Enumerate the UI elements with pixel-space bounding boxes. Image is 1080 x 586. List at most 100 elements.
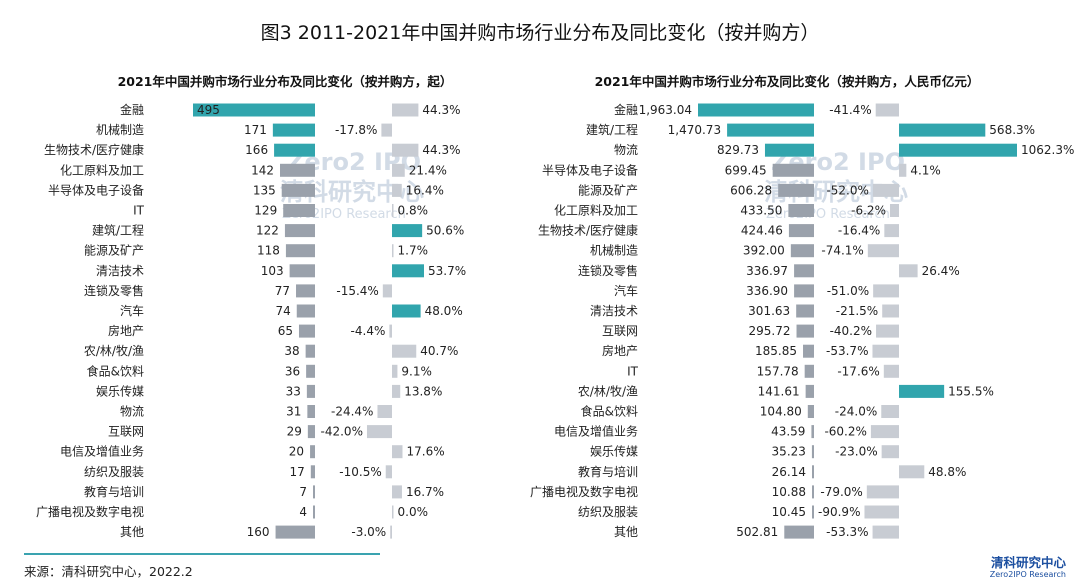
category-label: 机械制造	[96, 122, 144, 137]
category-label: 电信及增值业务	[554, 424, 638, 439]
count-label: 336.97	[746, 264, 788, 278]
growth-bar	[392, 344, 417, 358]
count-bar	[788, 224, 814, 238]
count-label: 122	[256, 224, 279, 238]
growth-bar	[392, 103, 419, 117]
count-label: 77	[275, 284, 290, 298]
count-label: 31	[286, 405, 301, 419]
growth-bar	[881, 445, 899, 459]
category-label: 广播电视及数字电视	[36, 504, 144, 519]
category-label: 物流	[120, 405, 144, 419]
growth-bar	[899, 264, 918, 278]
growth-bar	[392, 204, 394, 217]
growth-label: 13.8%	[404, 384, 442, 398]
count-bar	[284, 224, 315, 238]
count-bar	[788, 204, 814, 217]
growth-bar	[381, 123, 392, 137]
growth-bar	[392, 485, 402, 499]
growth-label: 26.4%	[922, 264, 960, 278]
category-label: 物流	[614, 143, 638, 157]
growth-bar	[392, 224, 423, 238]
growth-label: -17.6%	[837, 364, 879, 378]
growth-label: -4.4%	[351, 324, 386, 338]
category-label: 连锁及零售	[578, 263, 638, 278]
category-label: IT	[627, 364, 639, 378]
growth-bar	[872, 183, 899, 197]
count-bar	[778, 183, 814, 197]
count-bar	[805, 384, 814, 398]
growth-label: 40.7%	[420, 344, 458, 358]
count-bar	[310, 445, 315, 459]
category-label: 农/林/牧/渔	[84, 344, 144, 358]
count-label: 424.46	[741, 224, 783, 238]
count-label: 142	[251, 163, 274, 177]
category-label: 房地产	[602, 343, 638, 358]
count-bar	[193, 103, 315, 117]
growth-bar	[366, 425, 392, 439]
category-label: 食品&饮料	[87, 363, 144, 378]
category-label: 娱乐传媒	[96, 383, 144, 398]
count-label: 1,963.04	[639, 103, 692, 117]
category-label: 清洁技术	[590, 304, 638, 318]
growth-bar	[875, 103, 899, 117]
count-label: 495	[197, 103, 220, 117]
category-label: 电信及增值业务	[60, 444, 144, 459]
category-label: 机械制造	[590, 243, 638, 258]
category-label: 化工原料及加工	[554, 204, 638, 218]
count-label: 38	[284, 344, 299, 358]
count-bar	[796, 324, 814, 338]
count-label: 4	[299, 505, 307, 519]
growth-bar	[872, 525, 899, 539]
count-label: 29	[287, 425, 302, 439]
category-label: 生物技术/医疗健康	[44, 142, 144, 157]
right-chart: 2021年中国并购市场行业分布及同比变化（按并购方，人民币亿元） 金融 1,963…	[530, 74, 1074, 539]
count-bar	[796, 304, 814, 318]
count-label: 166	[245, 143, 268, 157]
growth-bar	[870, 425, 899, 439]
category-label: 其他	[120, 525, 144, 539]
category-label: 金融	[614, 102, 638, 117]
growth-label: -6.2%	[851, 204, 886, 218]
growth-bar	[899, 143, 1017, 157]
count-bar	[764, 143, 814, 157]
growth-label: -51.0%	[827, 284, 869, 298]
count-bar	[727, 123, 814, 137]
count-bar	[804, 364, 814, 378]
category-label: 其他	[614, 525, 638, 539]
count-bar	[306, 384, 315, 398]
growth-label: 9.1%	[401, 364, 432, 378]
growth-bar	[385, 465, 392, 479]
growth-label: -15.4%	[336, 284, 378, 298]
growth-label: 21.4%	[409, 163, 447, 177]
count-bar	[307, 405, 315, 418]
count-label: 43.59	[771, 425, 805, 439]
category-label: 建筑/工程	[92, 223, 144, 238]
count-label: 185.85	[755, 344, 797, 358]
count-label: 33	[286, 384, 301, 398]
count-label: 36	[285, 364, 300, 378]
count-bar	[274, 143, 315, 157]
count-bar	[285, 244, 315, 258]
growth-label: 44.3%	[422, 103, 460, 117]
growth-bar	[392, 384, 401, 398]
count-bar	[272, 123, 315, 137]
count-label: 20	[289, 445, 304, 459]
growth-label: -74.1%	[821, 244, 863, 258]
count-bar	[296, 284, 315, 298]
category-label: 清洁技术	[96, 264, 144, 278]
growth-label: 0.8%	[398, 204, 429, 218]
growth-label: 4.1%	[910, 163, 941, 177]
count-label: 26.14	[772, 465, 806, 479]
count-bar	[811, 445, 814, 459]
growth-label: -60.2%	[824, 425, 866, 439]
count-label: 35.23	[772, 445, 806, 459]
category-label: IT	[133, 204, 145, 218]
category-label: 纺织及服装	[84, 465, 144, 479]
count-label: 104.80	[760, 405, 802, 419]
count-bar	[803, 344, 814, 358]
growth-label: 50.6%	[426, 224, 464, 238]
count-label: 392.00	[743, 244, 785, 258]
category-label: 汽车	[120, 303, 144, 318]
count-bar	[794, 284, 814, 298]
count-bar	[812, 465, 814, 479]
